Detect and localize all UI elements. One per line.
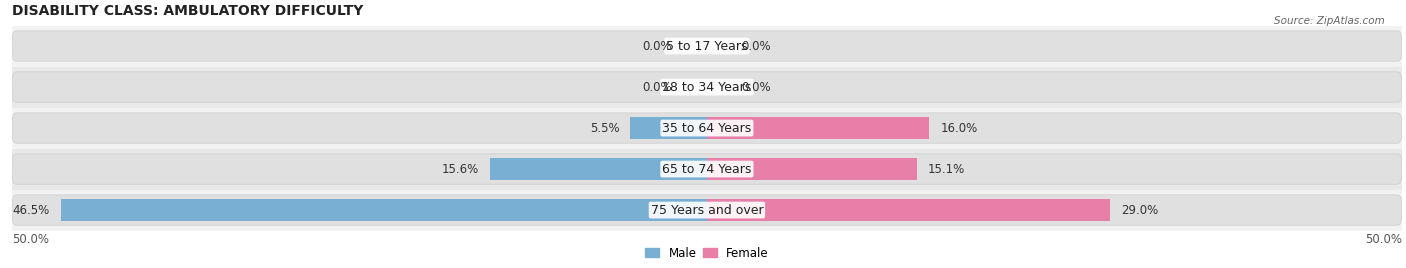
Legend: Male, Female: Male, Female <box>640 242 773 264</box>
FancyBboxPatch shape <box>13 113 1402 143</box>
Text: Source: ZipAtlas.com: Source: ZipAtlas.com <box>1274 16 1385 26</box>
Text: 75 Years and over: 75 Years and over <box>651 203 763 217</box>
Bar <box>630 117 707 139</box>
Text: 16.0%: 16.0% <box>941 122 977 135</box>
Text: 50.0%: 50.0% <box>1365 233 1402 245</box>
Text: 46.5%: 46.5% <box>13 203 49 217</box>
Bar <box>13 66 1402 107</box>
Bar <box>707 117 929 139</box>
Text: 18 to 34 Years: 18 to 34 Years <box>662 81 752 94</box>
Bar <box>13 25 1402 66</box>
Bar <box>13 148 1402 189</box>
Bar <box>707 158 917 180</box>
Text: 0.0%: 0.0% <box>741 81 772 94</box>
FancyBboxPatch shape <box>13 31 1402 61</box>
Bar <box>491 158 707 180</box>
FancyBboxPatch shape <box>13 195 1402 225</box>
Text: 29.0%: 29.0% <box>1121 203 1159 217</box>
Text: 0.0%: 0.0% <box>741 40 772 53</box>
Text: 15.6%: 15.6% <box>441 163 479 176</box>
Text: 0.0%: 0.0% <box>643 40 672 53</box>
Bar <box>13 107 1402 148</box>
Bar <box>707 199 1109 221</box>
Text: 35 to 64 Years: 35 to 64 Years <box>662 122 752 135</box>
Bar <box>60 199 707 221</box>
Text: 5.5%: 5.5% <box>589 122 620 135</box>
Text: 5 to 17 Years: 5 to 17 Years <box>666 40 748 53</box>
Text: 65 to 74 Years: 65 to 74 Years <box>662 163 752 176</box>
Text: DISABILITY CLASS: AMBULATORY DIFFICULTY: DISABILITY CLASS: AMBULATORY DIFFICULTY <box>13 4 363 18</box>
Text: 0.0%: 0.0% <box>643 81 672 94</box>
FancyBboxPatch shape <box>13 72 1402 102</box>
FancyBboxPatch shape <box>13 154 1402 184</box>
Text: 50.0%: 50.0% <box>13 233 49 245</box>
Bar <box>13 189 1402 230</box>
Text: 15.1%: 15.1% <box>928 163 965 176</box>
